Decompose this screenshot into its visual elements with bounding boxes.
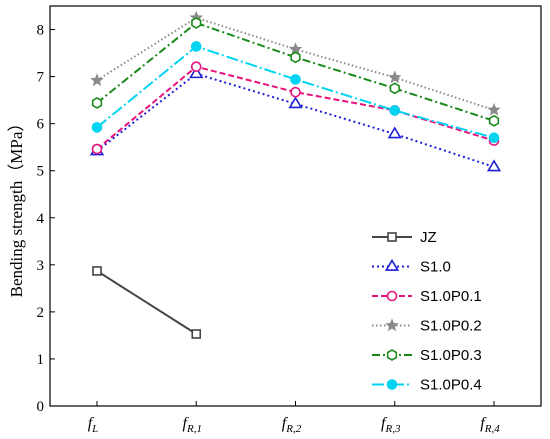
y-tick-label: 6 <box>37 117 45 133</box>
data-point <box>386 290 398 302</box>
x-axis-ticks: fL fR,1 fR,2 fR,3 fR,4 <box>88 401 500 435</box>
legend-item: S1.0 <box>372 259 451 276</box>
data-point <box>387 70 402 84</box>
series-line <box>96 65 495 150</box>
chart-axes <box>49 5 542 407</box>
data-point <box>389 82 400 95</box>
y-axis-label: Bending strength（MPa） <box>7 115 26 298</box>
series-s1-0p0-3 <box>91 17 500 127</box>
y-tick-label: 4 <box>37 211 45 227</box>
data-point <box>384 258 400 271</box>
data-point <box>387 126 402 139</box>
legend-label: S1.0P0.1 <box>420 288 482 305</box>
data-point <box>190 61 202 73</box>
x-tick-label: fR,2 <box>282 415 302 435</box>
data-point <box>387 232 397 242</box>
data-point <box>290 74 301 85</box>
y-tick-label: 7 <box>37 70 45 86</box>
data-point <box>90 73 104 87</box>
legend-item: S1.0P0.2 <box>372 318 482 335</box>
y-tick-label: 5 <box>37 164 45 180</box>
y-tick-label: 0 <box>37 399 45 415</box>
series-line <box>96 21 495 122</box>
data-point <box>191 17 202 29</box>
series-line <box>96 270 197 335</box>
data-point <box>91 143 103 155</box>
data-point <box>91 97 103 109</box>
series-line <box>96 45 495 139</box>
y-tick-label: 3 <box>37 258 45 274</box>
data-point <box>389 105 401 116</box>
legend-label: JZ <box>420 229 437 246</box>
x-tick-label: fR,1 <box>183 415 202 435</box>
y-tick-label: 8 <box>37 23 45 39</box>
data-point <box>288 96 303 109</box>
y-axis-ticks: 0 1 2 3 4 5 6 7 8 <box>37 23 55 415</box>
data-point <box>486 159 502 172</box>
legend-label: S1.0P0.2 <box>420 318 482 335</box>
series-jz <box>92 266 202 339</box>
series-layer <box>89 10 502 339</box>
y-tick-label: 2 <box>37 305 45 321</box>
legend-item: S1.0P0.3 <box>372 347 482 364</box>
plot-frame <box>49 5 542 407</box>
data-point <box>386 349 398 361</box>
x-tick-label: fR,4 <box>480 415 500 435</box>
x-tick-label: fR,3 <box>381 415 401 435</box>
legend-label: S1.0P0.4 <box>420 377 482 394</box>
legend-item: S1.0P0.1 <box>372 288 482 305</box>
data-point <box>385 318 399 332</box>
legend-label: S1.0 <box>420 259 451 276</box>
series-s1-0p0-4 <box>91 41 500 144</box>
legend-item: JZ <box>372 229 437 246</box>
data-point <box>488 132 500 144</box>
legend-label: S1.0P0.3 <box>420 347 482 364</box>
y-tick-label: 1 <box>37 352 45 368</box>
data-point <box>386 379 398 390</box>
data-point <box>91 122 103 133</box>
legend: JZ S1.0 S1.0P0.1 S1.0P0.2 S1.0P0.3 S1.0P0.4 <box>372 229 482 394</box>
x-tick-label: fL <box>88 415 99 435</box>
legend-item: S1.0P0.4 <box>372 377 482 394</box>
data-point <box>191 329 202 339</box>
data-point <box>190 41 202 52</box>
data-point <box>290 86 301 98</box>
data-point <box>92 266 102 276</box>
data-point <box>290 51 301 64</box>
data-point <box>487 102 501 116</box>
data-point <box>189 66 204 79</box>
data-point <box>488 114 500 127</box>
